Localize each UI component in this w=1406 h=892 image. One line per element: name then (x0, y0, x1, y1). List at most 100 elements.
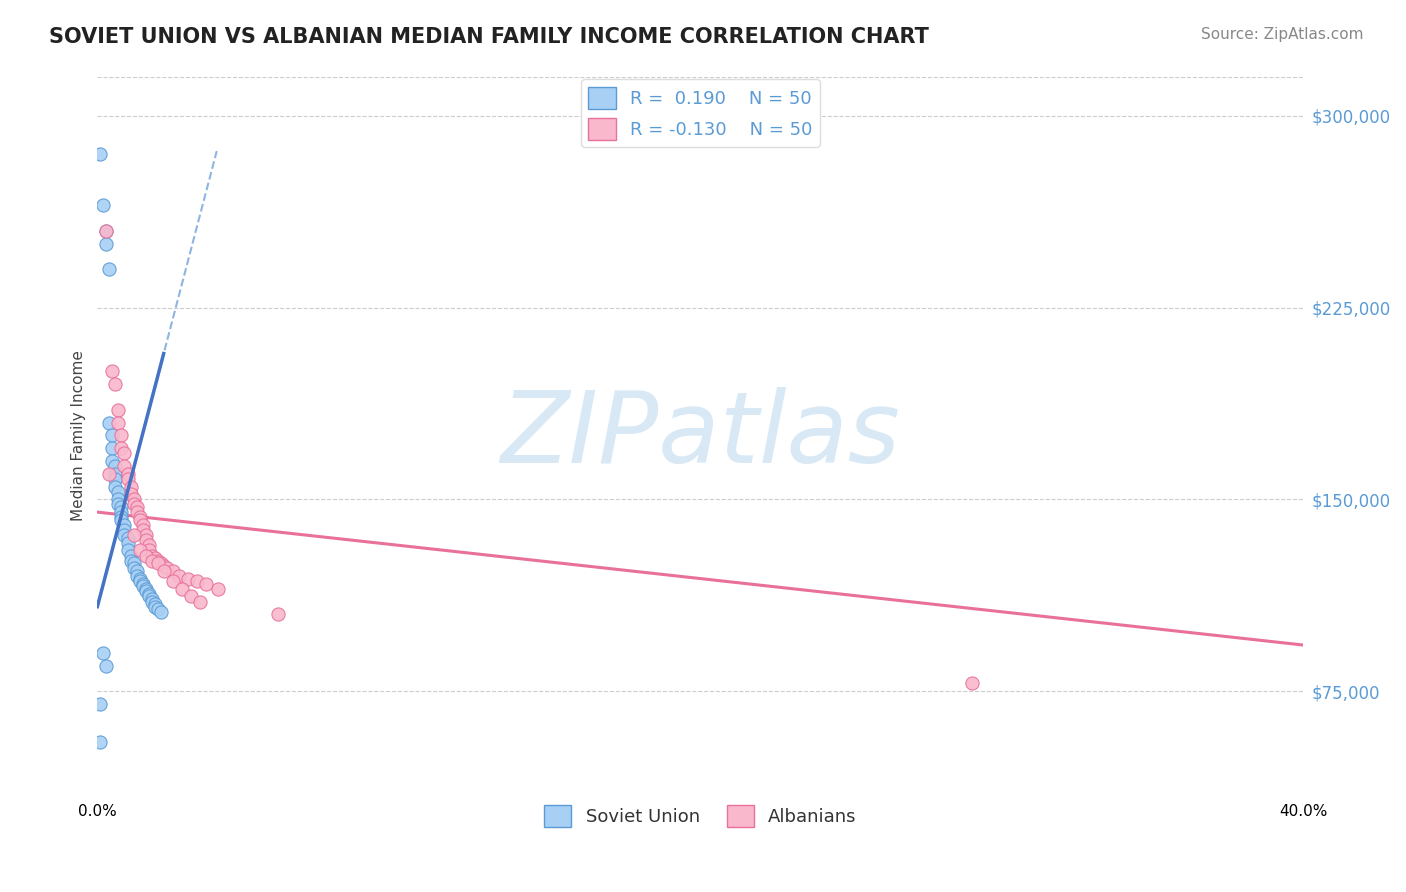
Point (120, 549, 142, 563)
Point (117, 535, 139, 549)
Point (149, 556, 172, 570)
Point (177, 572, 200, 586)
Point (98, 467, 121, 481)
Point (101, 454, 124, 468)
Point (114, 446, 136, 460)
Point (96, 658, 118, 673)
Point (125, 564, 148, 578)
Point (104, 472, 127, 486)
Point (104, 479, 127, 493)
Point (135, 584, 157, 599)
Legend: Soviet Union, Albanians: Soviet Union, Albanians (537, 798, 865, 834)
Point (93, 646, 115, 660)
Point (110, 441, 132, 455)
Point (101, 428, 124, 442)
Point (117, 531, 139, 545)
Point (131, 523, 153, 537)
Point (146, 554, 169, 568)
Point (170, 582, 193, 596)
Point (141, 592, 163, 607)
Point (107, 402, 129, 417)
Point (114, 528, 136, 542)
Point (89, 735, 111, 749)
Point (135, 549, 157, 563)
Point (120, 554, 142, 568)
Point (122, 561, 145, 575)
Point (138, 543, 160, 558)
Point (135, 582, 157, 596)
Point (207, 582, 229, 596)
Point (110, 510, 132, 524)
Text: ZIPatlas: ZIPatlas (501, 387, 900, 483)
Point (960, 676, 983, 690)
Point (143, 597, 166, 611)
Text: Source: ZipAtlas.com: Source: ZipAtlas.com (1201, 27, 1364, 42)
Point (138, 590, 160, 604)
Point (110, 513, 132, 527)
Point (96, 224, 118, 238)
Point (110, 500, 132, 514)
Point (146, 602, 169, 616)
Point (114, 459, 136, 474)
Point (114, 517, 136, 532)
Point (110, 428, 132, 442)
Point (125, 500, 148, 514)
Point (156, 561, 179, 575)
Point (101, 364, 124, 378)
Point (98, 416, 121, 430)
Point (104, 459, 127, 474)
Point (117, 472, 139, 486)
Point (135, 533, 157, 548)
Point (89, 147, 111, 161)
Point (107, 416, 129, 430)
Point (101, 441, 124, 455)
Point (128, 572, 150, 586)
Point (120, 479, 142, 493)
Point (131, 517, 153, 532)
Point (141, 549, 163, 563)
Point (128, 543, 150, 558)
Point (131, 579, 153, 593)
Point (131, 576, 153, 591)
Point (128, 510, 150, 524)
Point (135, 528, 157, 542)
Point (194, 576, 217, 591)
Point (128, 513, 150, 527)
Point (146, 556, 169, 570)
Point (107, 492, 129, 507)
Point (149, 605, 172, 619)
Point (122, 498, 145, 512)
Y-axis label: Median Family Income: Median Family Income (72, 350, 86, 521)
Point (180, 590, 202, 604)
Point (120, 487, 142, 501)
Point (162, 574, 184, 588)
Point (104, 377, 127, 392)
Point (125, 505, 148, 519)
Point (143, 599, 166, 614)
Point (141, 554, 163, 568)
Point (128, 574, 150, 588)
Point (93, 198, 115, 212)
Point (143, 551, 166, 566)
Point (89, 697, 111, 711)
Point (152, 558, 174, 573)
Text: SOVIET UNION VS ALBANIAN MEDIAN FAMILY INCOME CORRELATION CHART: SOVIET UNION VS ALBANIAN MEDIAN FAMILY I… (49, 27, 929, 46)
Point (152, 564, 174, 578)
Point (122, 528, 145, 542)
Point (117, 543, 139, 558)
Point (162, 564, 184, 578)
Point (122, 556, 145, 570)
Point (125, 569, 148, 583)
Point (122, 492, 145, 507)
Point (188, 594, 211, 608)
Point (107, 484, 129, 499)
Point (138, 587, 160, 601)
Point (267, 607, 290, 622)
Point (96, 224, 118, 238)
Point (138, 538, 160, 552)
Point (186, 574, 208, 588)
Point (114, 523, 136, 537)
Point (167, 569, 190, 583)
Point (117, 467, 139, 481)
Point (107, 498, 129, 512)
